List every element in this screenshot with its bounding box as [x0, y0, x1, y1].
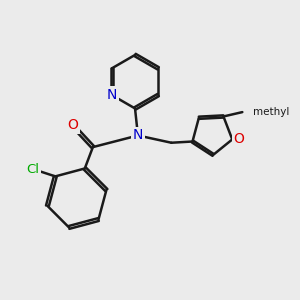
Text: methyl: methyl — [254, 106, 290, 116]
Text: O: O — [233, 132, 244, 146]
Text: N: N — [107, 88, 117, 102]
Text: Cl: Cl — [26, 163, 39, 176]
Text: O: O — [67, 118, 78, 132]
Text: N: N — [133, 128, 143, 142]
